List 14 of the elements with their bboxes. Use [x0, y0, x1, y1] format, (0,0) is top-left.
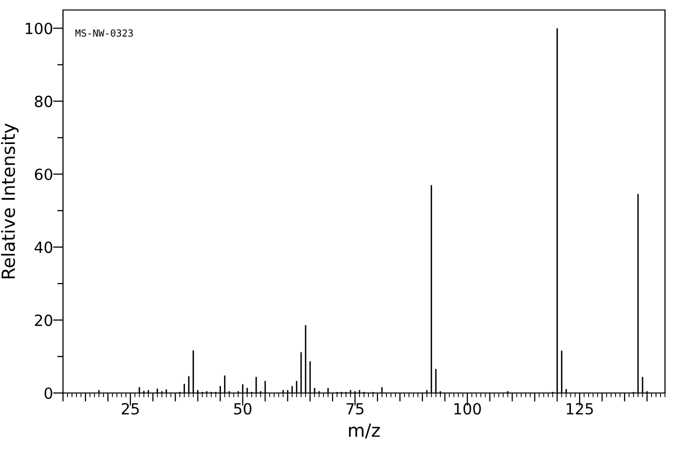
y-tick-label: 0 — [44, 387, 52, 400]
annotation: MS-NW-0323 — [75, 29, 133, 37]
y-axis-title: Relative Intensity — [1, 123, 19, 278]
y-tick-label: 40 — [34, 242, 52, 254]
y-tick-label: 80 — [34, 96, 52, 108]
y-tick-label: 20 — [34, 314, 52, 326]
x-tick-label: 100 — [454, 402, 481, 415]
x-tick-label: 75 — [346, 403, 364, 415]
y-tick-label: 100 — [26, 22, 52, 34]
x-axis-title: m/z — [349, 424, 380, 438]
x-tick-label: 25 — [122, 402, 139, 415]
y-tick-label: 60 — [34, 168, 52, 180]
x-tick-label: 50 — [234, 402, 252, 415]
x-tick-label: 125 — [566, 402, 593, 415]
